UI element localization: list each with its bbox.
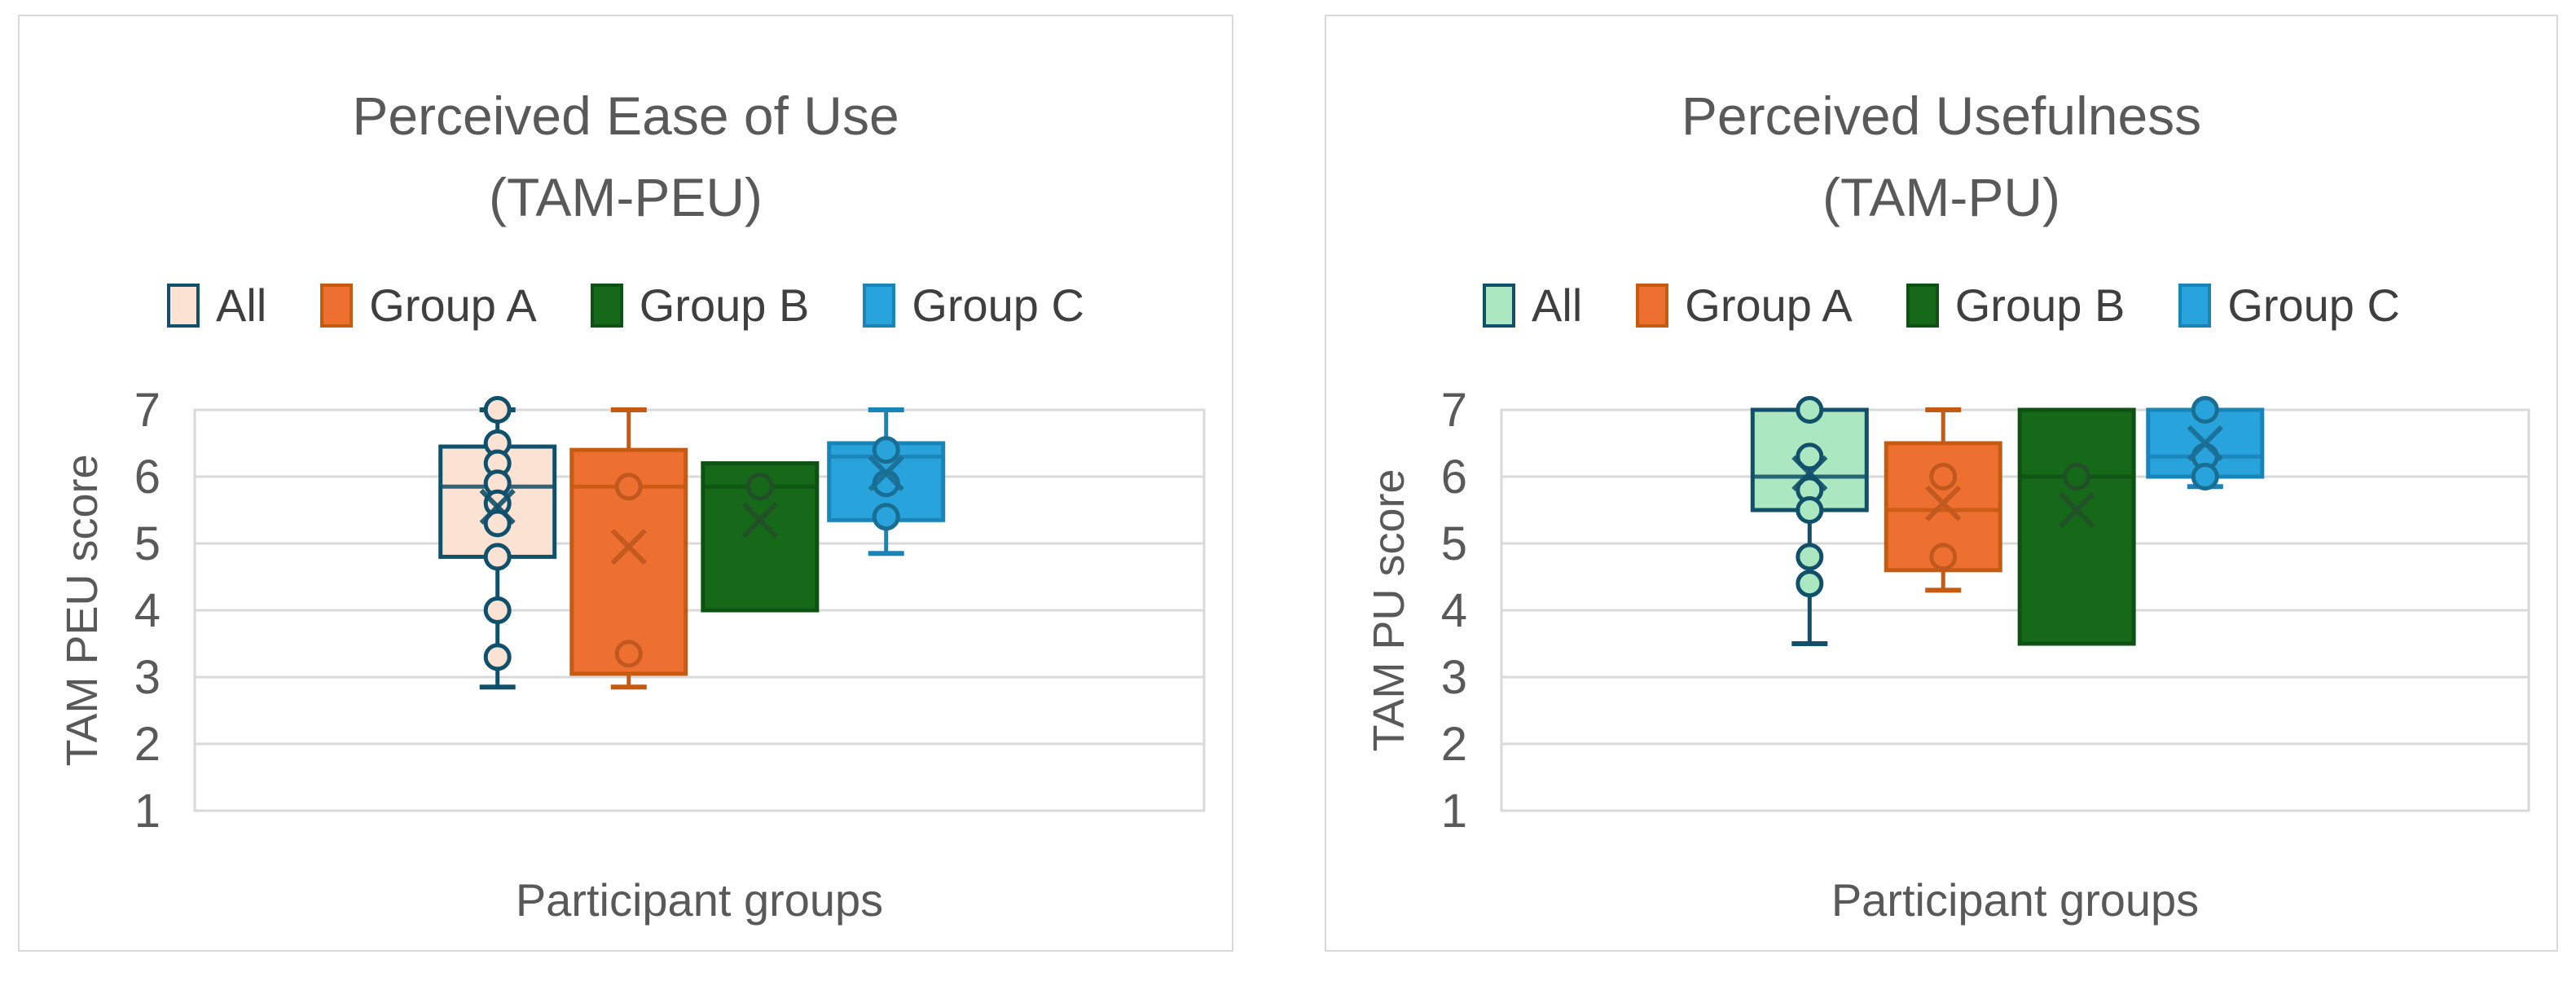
group-b-legend-swatch-icon	[590, 283, 623, 328]
data-point	[483, 596, 512, 624]
x-axis-title-pu: Participant groups	[1831, 874, 2200, 926]
y-tick-label-3: 3	[1441, 651, 1467, 704]
chart-card-peu: Perceived Ease of Use (TAM-PEU) All Group…	[18, 15, 1233, 952]
chart-title-line1: Perceived Ease of Use	[352, 86, 899, 146]
box-series-group-b	[701, 461, 820, 613]
data-point	[745, 473, 774, 501]
y-tick-label-1: 1	[134, 785, 160, 838]
legend-label: All	[1532, 279, 1583, 331]
data-point	[483, 543, 512, 571]
box-series-all	[438, 396, 557, 690]
y-tick-label-2: 2	[1441, 718, 1467, 771]
chart-title-line1: Perceived Usefulness	[1681, 86, 2202, 146]
data-point	[2191, 463, 2219, 490]
data-point	[1929, 543, 1958, 571]
legend-label: Group A	[369, 279, 537, 331]
mean-marker-x	[2059, 491, 2095, 529]
mean-marker-x	[1791, 455, 1828, 492]
all-legend-swatch-icon	[1483, 283, 1516, 328]
x-axis-title-peu: Participant groups	[515, 874, 884, 926]
y-tick-label-1: 1	[1441, 785, 1467, 838]
chart-title-line2: (TAM-PU)	[1822, 167, 2061, 227]
mean-marker-x	[868, 455, 904, 492]
all-legend-swatch-icon	[167, 283, 200, 328]
box-series-all	[1750, 396, 1869, 646]
box-series-group-b	[2017, 407, 2136, 646]
data-point	[2063, 463, 2091, 490]
legend-item-group-c: Group C	[2178, 279, 2400, 332]
mean-marker-x	[610, 528, 647, 565]
legend-item-all: All	[1483, 279, 1582, 332]
chart-title-peu: Perceived Ease of Use (TAM-PEU)	[20, 75, 1232, 238]
data-point	[1796, 570, 1824, 598]
y-axis-title: TAM PU score	[1365, 469, 1413, 751]
group-a-legend-swatch-icon	[1636, 283, 1669, 328]
data-point	[872, 503, 900, 531]
y-tick-label-7: 7	[1441, 384, 1467, 437]
chart-title-line2: (TAM-PEU)	[488, 167, 763, 227]
data-point	[1796, 442, 1824, 471]
legend-item-group-b: Group B	[1906, 279, 2125, 332]
y-tick-label-4: 4	[134, 584, 160, 637]
mean-marker-x	[479, 488, 516, 526]
y-tick-label-2: 2	[134, 718, 160, 771]
data-point	[2191, 396, 2219, 424]
plot-border	[193, 408, 1206, 812]
legend-label: Group A	[1685, 279, 1853, 331]
y-tick-label-6: 6	[134, 451, 160, 504]
y-tick-label-6: 6	[1441, 451, 1467, 504]
data-point	[1796, 396, 1824, 424]
y-tick-label-4: 4	[1441, 584, 1467, 637]
legend-item-group-a: Group A	[1636, 279, 1853, 332]
y-axis-title: TAM PEU score	[58, 454, 107, 766]
y-tick-label-7: 7	[134, 384, 160, 437]
chart-card-pu: Perceived Usefulness (TAM-PU) All Group A…	[1325, 15, 2558, 952]
y-tick-label-3: 3	[134, 651, 160, 704]
mean-marker-x	[741, 502, 778, 539]
group-c-legend-swatch-icon	[2178, 283, 2212, 328]
plot-area-peu: 7 6 5 4 3 2 1 TAM PEU score	[58, 384, 1206, 838]
group-b-legend-swatch-icon	[1906, 283, 1939, 328]
data-point	[483, 509, 512, 538]
data-point	[872, 436, 900, 464]
data-point	[1929, 463, 1958, 490]
legend-item-group-b: Group B	[590, 279, 810, 332]
plot-border	[1500, 408, 2530, 812]
data-point	[614, 640, 643, 668]
group-a-legend-swatch-icon	[320, 283, 354, 328]
legend-item-group-c: Group C	[863, 279, 1084, 332]
legend-item-group-a: Group A	[320, 279, 537, 332]
box-series-group-a	[1884, 407, 2002, 593]
box-group-b	[2017, 407, 2136, 646]
legend-label: Group C	[2227, 279, 2400, 331]
legend-label: All	[216, 279, 267, 331]
data-point	[614, 473, 643, 501]
group-c-legend-swatch-icon	[863, 283, 896, 328]
legend-peu: All Group A Group B Group C	[20, 279, 1232, 332]
data-point	[1796, 496, 1824, 524]
mean-marker-x	[2187, 425, 2223, 462]
box-series-group-a	[569, 407, 688, 690]
box-series-group-c	[827, 407, 946, 556]
legend-label: Group B	[639, 279, 810, 331]
legend-pu: All Group A Group B Group C	[1326, 279, 2556, 332]
legend-label: Group C	[912, 279, 1084, 331]
legend-label: Group B	[1954, 279, 2125, 331]
y-tick-label-5: 5	[1441, 517, 1467, 570]
y-tick-label-5: 5	[134, 517, 160, 570]
data-point	[483, 396, 512, 424]
chart-title-pu: Perceived Usefulness (TAM-PU)	[1326, 75, 2556, 238]
data-point	[1796, 543, 1824, 571]
legend-item-all: All	[167, 279, 266, 332]
plot-area-pu: 7 6 5 4 3 2 1 TAM PU score	[1365, 384, 2530, 838]
data-point	[483, 643, 512, 671]
box-series-group-c	[2146, 396, 2265, 490]
mean-marker-x	[1925, 485, 1962, 521]
